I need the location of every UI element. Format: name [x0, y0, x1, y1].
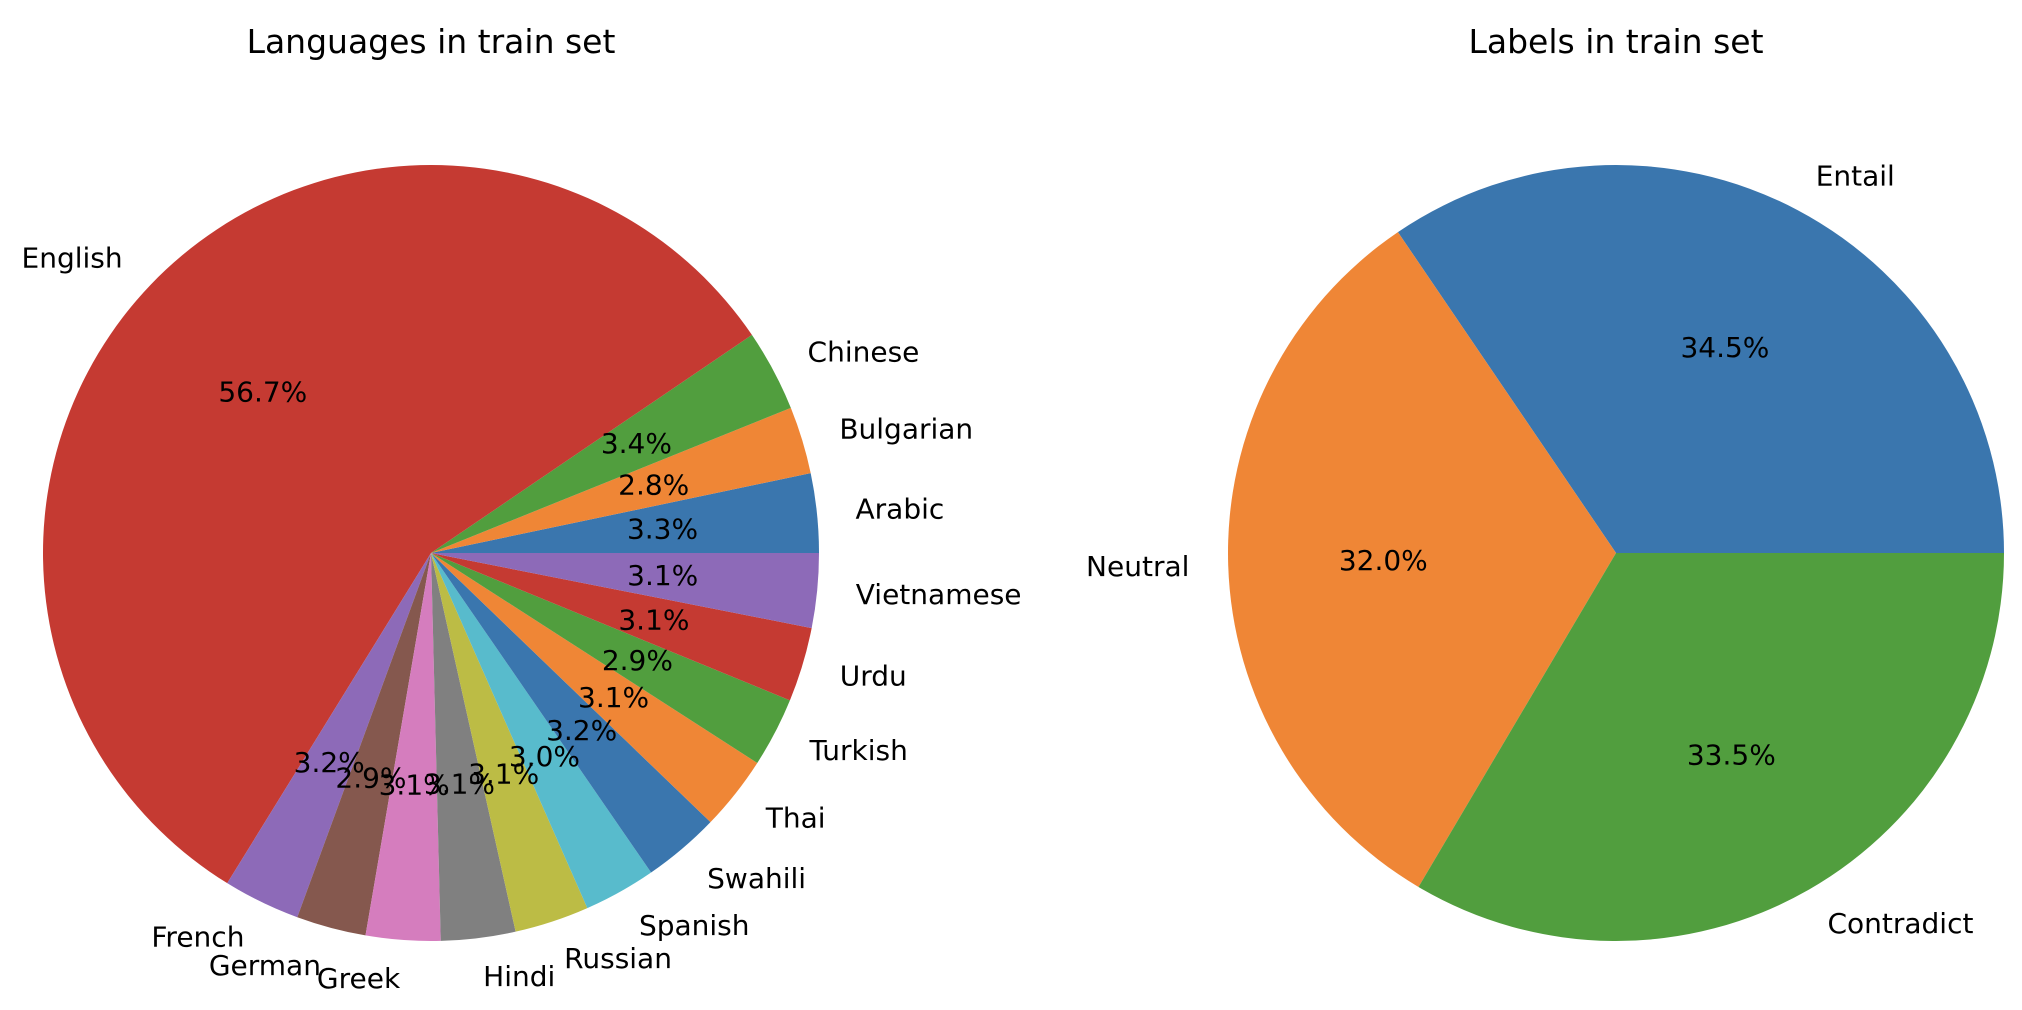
- pie-slice-english: [42, 164, 752, 884]
- pie-slice-greek: [365, 553, 441, 941]
- pie-slice-russian: [431, 553, 588, 932]
- slice-label-vietnamese: Vietnamese: [856, 578, 1022, 611]
- slice-label-contradict: Contradict: [1827, 907, 1973, 940]
- slice-label-urdu: Urdu: [840, 659, 907, 692]
- slice-label-german: German: [209, 949, 321, 982]
- pct-label-urdu: 3.1%: [618, 604, 689, 637]
- slice-label-entail: Entail: [1816, 159, 1895, 192]
- pct-label-russian: 3.1%: [468, 758, 539, 791]
- slice-label-bulgarian: Bulgarian: [839, 412, 973, 445]
- slice-label-chinese: Chinese: [808, 336, 920, 369]
- pct-label-hindi: 3.1%: [424, 768, 495, 801]
- pct-label-greek: 3.1%: [379, 769, 450, 802]
- slice-label-swahili: Swahili: [707, 862, 806, 895]
- slice-label-greek: Greek: [317, 962, 401, 995]
- pie-slice-contradict: [1418, 553, 2004, 941]
- languages-pie-chart: Languages in train set Arabic 3.3% Bulgari…: [22, 22, 1022, 995]
- pct-label-contradict: 33.5%: [1687, 739, 1776, 772]
- pie-slice-spanish: [431, 553, 652, 909]
- pct-label-swahili: 3.2%: [546, 714, 617, 747]
- labels-labels: Entail 34.5% Neutral 32.0% Contradict 33.5%: [1086, 159, 1973, 940]
- pct-label-french: 3.2%: [294, 746, 365, 779]
- pct-label-german: 2.9%: [335, 761, 406, 794]
- pie-slice-french: [227, 553, 431, 918]
- languages-labels: Arabic 3.3% Bulgarian 2.8% Chinese 3.4% Englis…: [22, 241, 1022, 995]
- slice-label-arabic: Arabic: [856, 492, 945, 525]
- labels-slices: [1228, 164, 2004, 941]
- pie-slice-chinese: [431, 334, 791, 553]
- pie-slice-turkish: [431, 553, 790, 763]
- pct-label-turkish: 2.9%: [602, 644, 673, 677]
- pct-label-vietnamese: 3.1%: [627, 559, 698, 592]
- slice-label-russian: Russian: [564, 942, 672, 975]
- slice-label-english: English: [22, 241, 123, 274]
- pct-label-chinese: 3.4%: [601, 427, 672, 460]
- pie-slice-hindi: [431, 553, 516, 941]
- pct-label-spanish: 3.0%: [509, 740, 580, 773]
- pie-slice-swahili: [431, 553, 711, 873]
- pie-slice-urdu: [431, 553, 812, 701]
- labels-chart-title: Labels in train set: [1468, 22, 1763, 61]
- slice-label-thai: Thai: [765, 801, 826, 834]
- slice-label-french: French: [151, 920, 244, 953]
- pct-label-bulgarian: 2.8%: [618, 469, 689, 502]
- labels-pie-chart: Labels in train set Entail 34.5% Neutral 32…: [1086, 22, 2004, 941]
- pie-slice-thai: [431, 553, 758, 823]
- pct-label-thai: 3.1%: [578, 681, 649, 714]
- pct-label-entail: 34.5%: [1680, 331, 1769, 364]
- pie-slice-german: [297, 553, 431, 936]
- pct-label-arabic: 3.3%: [627, 512, 698, 545]
- pie-slice-neutral: [1228, 232, 1616, 887]
- slice-label-spanish: Spanish: [639, 909, 750, 942]
- slice-label-neutral: Neutral: [1086, 550, 1189, 583]
- slice-label-hindi: Hindi: [483, 960, 555, 993]
- pie-slice-entail: [1397, 164, 2004, 553]
- languages-chart-title: Languages in train set: [247, 22, 616, 61]
- pie-slice-bulgarian: [431, 407, 811, 553]
- pie-slice-vietnamese: [431, 553, 819, 629]
- pct-label-neutral: 32.0%: [1339, 544, 1428, 577]
- pct-label-english: 56.7%: [218, 376, 307, 409]
- slice-label-turkish: Turkish: [808, 734, 907, 767]
- pie-slice-arabic: [431, 473, 819, 553]
- languages-slices: [42, 164, 819, 941]
